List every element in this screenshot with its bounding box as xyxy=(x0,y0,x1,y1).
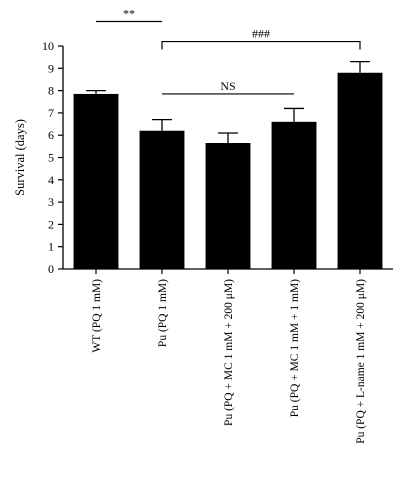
bar xyxy=(337,72,383,269)
bar-series xyxy=(73,60,383,269)
x-tick-label: Pu (PQ + L-name 1 mM + 200 μM) xyxy=(355,279,367,444)
bar xyxy=(271,121,317,269)
y-tick-label: 6 xyxy=(48,128,54,142)
y-tick-label: 7 xyxy=(48,106,54,120)
significance-annotations: ** ### NS xyxy=(96,6,361,95)
y-tick-label: 5 xyxy=(48,151,54,165)
y-tick-label: 2 xyxy=(48,217,54,231)
y-tick-label: 0 xyxy=(48,262,54,276)
y-axis-label: Survival (days) xyxy=(13,119,27,196)
y-tick-label: 8 xyxy=(48,84,54,98)
x-tick-label: Pu (PQ + MC 1 mM + 1 mM) xyxy=(289,279,301,417)
significance-bracket xyxy=(161,40,361,50)
y-tick-label: 3 xyxy=(48,195,54,209)
bar xyxy=(205,143,251,269)
y-tick-label: 10 xyxy=(42,39,54,53)
bar xyxy=(73,93,119,269)
y-tick-label: 4 xyxy=(48,173,54,187)
bar xyxy=(139,130,185,269)
chart-axes: 0 1 2 3 4 5 6 7 8 9 10 WT (PQ 1 mM) Pu (PQ 1 mM) Pu (… xyxy=(42,39,393,444)
significance-label: NS xyxy=(220,79,235,93)
x-tick-label: Pu (PQ + MC 1 mM + 200 μM) xyxy=(223,279,235,426)
significance-label: ### xyxy=(252,27,270,41)
x-tick-label: Pu (PQ 1 mM) xyxy=(157,279,169,347)
y-tick-label: 9 xyxy=(48,61,54,75)
y-tick-label: 1 xyxy=(48,240,54,254)
x-tick-label: WT (PQ 1 mM) xyxy=(91,279,103,353)
significance-label: ** xyxy=(123,6,135,20)
